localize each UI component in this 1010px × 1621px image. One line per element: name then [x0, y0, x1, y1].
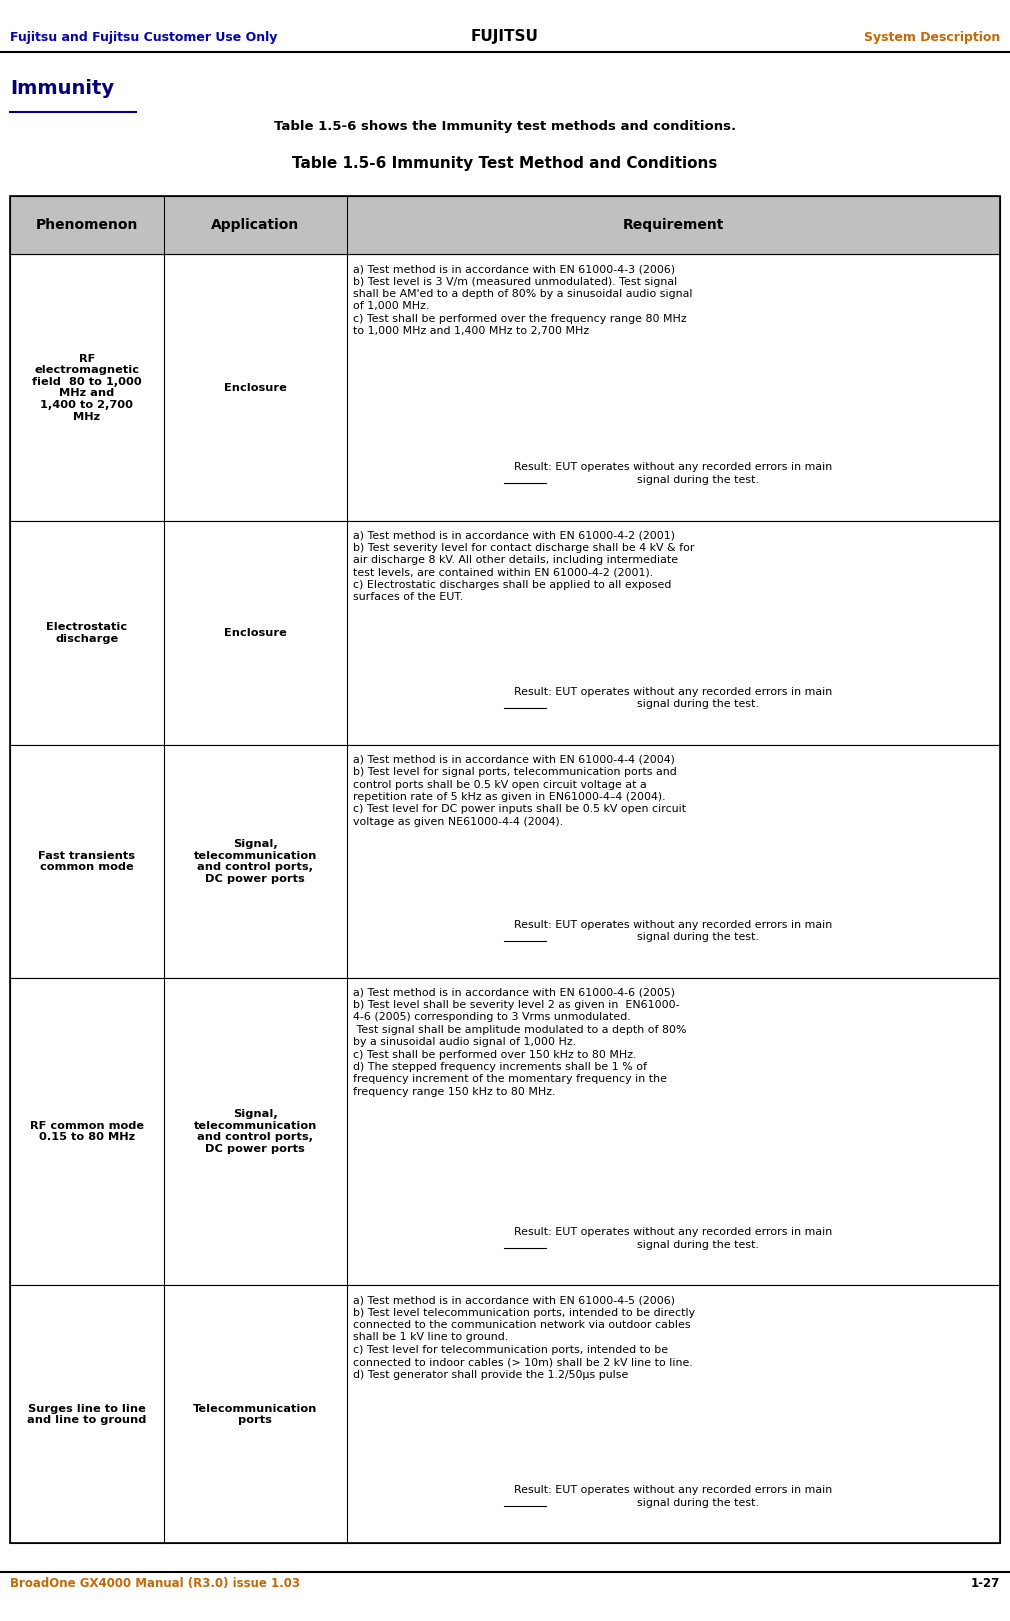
Text: Immunity: Immunity [10, 79, 114, 99]
Text: Table 1.5-6 Immunity Test Method and Conditions: Table 1.5-6 Immunity Test Method and Con… [292, 156, 718, 170]
Text: System Description: System Description [864, 31, 1000, 44]
Text: a) Test method is in accordance with EN 61000-4-4 (2004)
b) Test level for signa: a) Test method is in accordance with EN … [352, 755, 686, 827]
Text: Signal,
telecommunication
and control ports,
DC power ports: Signal, telecommunication and control po… [193, 1109, 317, 1154]
Text: Signal,
telecommunication
and control ports,
DC power ports: Signal, telecommunication and control po… [193, 840, 317, 883]
Text: Enclosure: Enclosure [223, 383, 287, 392]
Bar [10, 196, 1000, 254]
Text: a) Test method is in accordance with EN 61000-4-3 (2006)
b) Test level is 3 V/m : a) Test method is in accordance with EN … [352, 264, 692, 336]
Bar [10, 1285, 1000, 1543]
Text: a) Test method is in accordance with EN 61000-4-2 (2001)
b) Test severity level : a) Test method is in accordance with EN … [352, 530, 694, 603]
Text: Electrostatic
discharge: Electrostatic discharge [46, 622, 127, 644]
Text: FUJITSU: FUJITSU [471, 29, 539, 44]
Text: Requirement: Requirement [622, 219, 724, 232]
Text: Result: EUT operates without any recorded errors in main
              signal du: Result: EUT operates without any recorde… [514, 687, 832, 710]
Text: Telecommunication
ports: Telecommunication ports [193, 1404, 317, 1425]
Text: Result: EUT operates without any recorded errors in main
              signal du: Result: EUT operates without any recorde… [514, 462, 832, 485]
Text: Fujitsu and Fujitsu Customer Use Only: Fujitsu and Fujitsu Customer Use Only [10, 31, 278, 44]
Text: Phenomenon: Phenomenon [35, 219, 138, 232]
Text: a) Test method is in accordance with EN 61000-4-6 (2005)
b) Test level shall be : a) Test method is in accordance with EN … [352, 987, 686, 1097]
Bar [10, 520, 1000, 746]
Text: BroadOne GX4000 Manual (R3.0) issue 1.03: BroadOne GX4000 Manual (R3.0) issue 1.03 [10, 1577, 300, 1590]
Text: Application: Application [211, 219, 299, 232]
Bar [10, 977, 1000, 1285]
Text: Result: EUT operates without any recorded errors in main
              signal du: Result: EUT operates without any recorde… [514, 919, 832, 942]
Bar [10, 254, 1000, 520]
Text: a) Test method is in accordance with EN 61000-4-5 (2006)
b) Test level telecommu: a) Test method is in accordance with EN … [352, 1295, 695, 1379]
Text: Enclosure: Enclosure [223, 627, 287, 637]
Text: Fast transients
common mode: Fast transients common mode [38, 851, 135, 872]
Text: RF common mode
0.15 to 80 MHz: RF common mode 0.15 to 80 MHz [29, 1120, 143, 1143]
Text: RF
electromagnetic
field  80 to 1,000
MHz and
1,400 to 2,700
MHz: RF electromagnetic field 80 to 1,000 MHz… [32, 353, 141, 421]
Text: Surges line to line
and line to ground: Surges line to line and line to ground [27, 1404, 146, 1425]
Bar [10, 746, 1000, 977]
Text: 1-27: 1-27 [971, 1577, 1000, 1590]
Text: Result: EUT operates without any recorded errors in main
              signal du: Result: EUT operates without any recorde… [514, 1227, 832, 1250]
Text: Result: EUT operates without any recorded errors in main
              signal du: Result: EUT operates without any recorde… [514, 1485, 832, 1508]
Text: Table 1.5-6 shows the Immunity test methods and conditions.: Table 1.5-6 shows the Immunity test meth… [274, 120, 736, 133]
Bar [10, 196, 1000, 1543]
